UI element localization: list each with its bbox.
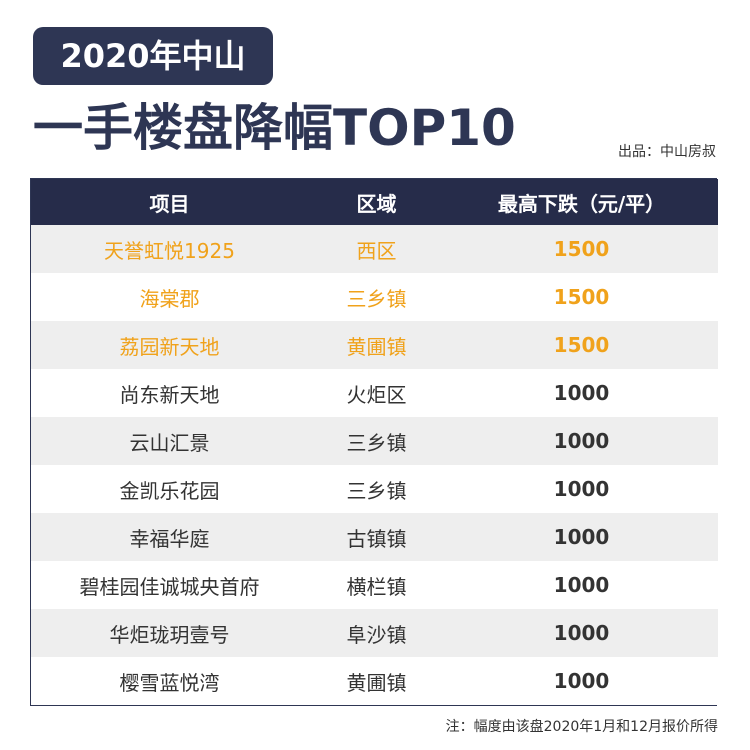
cell-district: 古镇镇: [308, 513, 445, 561]
cell-district: 西区: [308, 225, 445, 273]
cell-drop: 1500: [445, 321, 718, 369]
ranking-table: 项目 区域 最高下跌（元/平） 天誉虹悦1925 西区 1500 海棠郡 三乡镇 1500…: [30, 178, 718, 706]
table-body: 天誉虹悦1925 西区 1500 海棠郡 三乡镇 1500 荔园新天地 黄圃镇 1500 尚东新天…: [31, 225, 718, 705]
page-title: 一手楼盘降幅TOP10: [33, 99, 516, 157]
table-row: 金凯乐花园 三乡镇 1000: [31, 465, 718, 513]
cell-drop: 1000: [445, 369, 718, 417]
cell-district: 阜沙镇: [308, 609, 445, 657]
cell-project: 华炬珑玥壹号: [31, 609, 308, 657]
column-header-project: 项目: [31, 179, 308, 225]
cell-project: 海棠郡: [31, 273, 308, 321]
cell-district: 三乡镇: [308, 417, 445, 465]
table-row: 尚东新天地 火炬区 1000: [31, 369, 718, 417]
cell-district: 横栏镇: [308, 561, 445, 609]
footnote: 注：幅度由该盘2020年1月和12月报价所得: [445, 719, 718, 735]
cell-project: 天誉虹悦1925: [31, 225, 308, 273]
cell-district: 黄圃镇: [308, 657, 445, 705]
cell-drop: 1500: [445, 225, 718, 273]
cell-drop: 1000: [445, 561, 718, 609]
table-row: 云山汇景 三乡镇 1000: [31, 417, 718, 465]
table-row: 天誉虹悦1925 西区 1500: [31, 225, 718, 273]
cell-drop: 1000: [445, 513, 718, 561]
cell-district: 三乡镇: [308, 465, 445, 513]
cell-project: 云山汇景: [31, 417, 308, 465]
table-row: 幸福华庭 古镇镇 1000: [31, 513, 718, 561]
cell-project: 荔园新天地: [31, 321, 308, 369]
year-label: 2020年中山: [60, 37, 246, 75]
source-credit: 出品：中山房叔: [618, 144, 716, 160]
table-header-row: 项目 区域 最高下跌（元/平）: [31, 179, 718, 225]
cell-drop: 1000: [445, 465, 718, 513]
cell-drop: 1000: [445, 609, 718, 657]
cell-project: 樱雪蓝悦湾: [31, 657, 308, 705]
cell-district: 黄圃镇: [308, 321, 445, 369]
cell-drop: 1000: [445, 657, 718, 705]
table-row: 樱雪蓝悦湾 黄圃镇 1000: [31, 657, 718, 705]
cell-district: 三乡镇: [308, 273, 445, 321]
cell-project: 碧桂园佳诚城央首府: [31, 561, 308, 609]
table-row: 碧桂园佳诚城央首府 横栏镇 1000: [31, 561, 718, 609]
table-row: 荔园新天地 黄圃镇 1500: [31, 321, 718, 369]
cell-project: 尚东新天地: [31, 369, 308, 417]
column-header-drop: 最高下跌（元/平）: [445, 179, 718, 225]
cell-district: 火炬区: [308, 369, 445, 417]
year-badge: 2020年中山: [33, 27, 273, 85]
cell-drop: 1000: [445, 417, 718, 465]
cell-project: 幸福华庭: [31, 513, 308, 561]
column-header-district: 区域: [308, 179, 445, 225]
table-row: 海棠郡 三乡镇 1500: [31, 273, 718, 321]
cell-drop: 1500: [445, 273, 718, 321]
table-row: 华炬珑玥壹号 阜沙镇 1000: [31, 609, 718, 657]
cell-project: 金凯乐花园: [31, 465, 308, 513]
